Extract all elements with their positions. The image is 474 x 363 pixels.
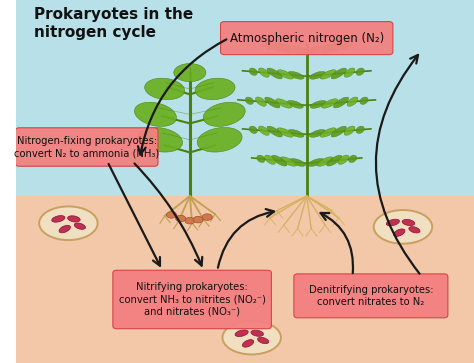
Bar — [16, 0, 474, 196]
FancyBboxPatch shape — [113, 270, 272, 329]
FancyBboxPatch shape — [16, 128, 158, 166]
Ellipse shape — [333, 97, 349, 108]
Ellipse shape — [291, 46, 307, 54]
Text: Nitrifying prokaryotes:
convert NH₃ to nitrites (NO₂⁻)
and nitrates (NO₃⁻): Nitrifying prokaryotes: convert NH₃ to n… — [118, 282, 265, 317]
Ellipse shape — [306, 46, 322, 54]
Ellipse shape — [174, 64, 206, 82]
Ellipse shape — [317, 157, 333, 166]
Ellipse shape — [277, 70, 293, 79]
Ellipse shape — [310, 101, 326, 108]
FancyBboxPatch shape — [294, 274, 448, 318]
Text: Denitrifying prokaryotes:
convert nitrates to N₂: Denitrifying prokaryotes: convert nitrat… — [309, 285, 433, 307]
Ellipse shape — [59, 225, 70, 233]
Ellipse shape — [258, 126, 269, 135]
Ellipse shape — [322, 42, 337, 54]
Ellipse shape — [267, 126, 283, 137]
Ellipse shape — [271, 42, 282, 52]
Text: Nitrogen-fixing prokaryotes:
convert N₂ to ammonia (NH₃): Nitrogen-fixing prokaryotes: convert N₂ … — [14, 136, 159, 158]
Ellipse shape — [287, 101, 303, 108]
Ellipse shape — [74, 223, 85, 229]
Ellipse shape — [246, 97, 254, 105]
Ellipse shape — [321, 99, 337, 108]
Ellipse shape — [320, 128, 336, 137]
Ellipse shape — [280, 157, 296, 166]
Ellipse shape — [331, 68, 346, 79]
Ellipse shape — [272, 155, 287, 166]
Ellipse shape — [166, 212, 176, 218]
Ellipse shape — [222, 321, 281, 354]
Ellipse shape — [249, 126, 257, 134]
Ellipse shape — [277, 128, 293, 137]
Ellipse shape — [264, 155, 275, 164]
Ellipse shape — [242, 340, 254, 347]
Ellipse shape — [145, 78, 185, 100]
Ellipse shape — [360, 97, 368, 105]
Ellipse shape — [310, 72, 326, 79]
Ellipse shape — [235, 330, 248, 337]
Ellipse shape — [314, 44, 330, 54]
Ellipse shape — [276, 42, 292, 54]
Ellipse shape — [193, 216, 203, 223]
Ellipse shape — [402, 219, 415, 226]
Ellipse shape — [310, 130, 326, 137]
Ellipse shape — [356, 68, 365, 76]
Ellipse shape — [197, 127, 242, 152]
Ellipse shape — [255, 97, 266, 106]
Ellipse shape — [348, 155, 356, 163]
Ellipse shape — [332, 42, 343, 52]
Ellipse shape — [39, 207, 98, 240]
Ellipse shape — [320, 70, 336, 79]
Ellipse shape — [386, 219, 400, 226]
Text: Prokaryotes in the
nitrogen cycle: Prokaryotes in the nitrogen cycle — [34, 7, 193, 40]
Ellipse shape — [251, 330, 264, 337]
Ellipse shape — [288, 130, 304, 137]
FancyBboxPatch shape — [220, 22, 393, 54]
Ellipse shape — [135, 102, 176, 126]
Text: Atmospheric nitrogen (N₂): Atmospheric nitrogen (N₂) — [229, 32, 384, 45]
Ellipse shape — [341, 42, 349, 50]
Ellipse shape — [327, 155, 342, 166]
Bar — [16, 196, 474, 363]
Ellipse shape — [195, 78, 235, 100]
Ellipse shape — [257, 155, 265, 163]
Ellipse shape — [249, 68, 257, 76]
Ellipse shape — [52, 216, 65, 222]
Ellipse shape — [347, 97, 358, 106]
Ellipse shape — [338, 155, 349, 164]
Ellipse shape — [374, 210, 432, 244]
Ellipse shape — [202, 214, 212, 220]
Ellipse shape — [68, 216, 80, 222]
Ellipse shape — [203, 102, 245, 126]
Ellipse shape — [257, 337, 269, 344]
Ellipse shape — [393, 229, 405, 236]
Ellipse shape — [344, 126, 355, 135]
Ellipse shape — [331, 126, 346, 137]
Ellipse shape — [258, 68, 269, 77]
Ellipse shape — [288, 72, 304, 79]
Ellipse shape — [176, 215, 186, 222]
Ellipse shape — [344, 68, 355, 77]
Ellipse shape — [409, 227, 420, 233]
Ellipse shape — [308, 159, 324, 166]
Ellipse shape — [264, 42, 273, 50]
Ellipse shape — [356, 126, 365, 134]
Ellipse shape — [264, 97, 280, 108]
Ellipse shape — [185, 217, 195, 224]
Ellipse shape — [276, 99, 292, 108]
Ellipse shape — [137, 127, 182, 152]
Ellipse shape — [267, 68, 283, 79]
Ellipse shape — [290, 159, 306, 166]
Ellipse shape — [283, 44, 300, 54]
